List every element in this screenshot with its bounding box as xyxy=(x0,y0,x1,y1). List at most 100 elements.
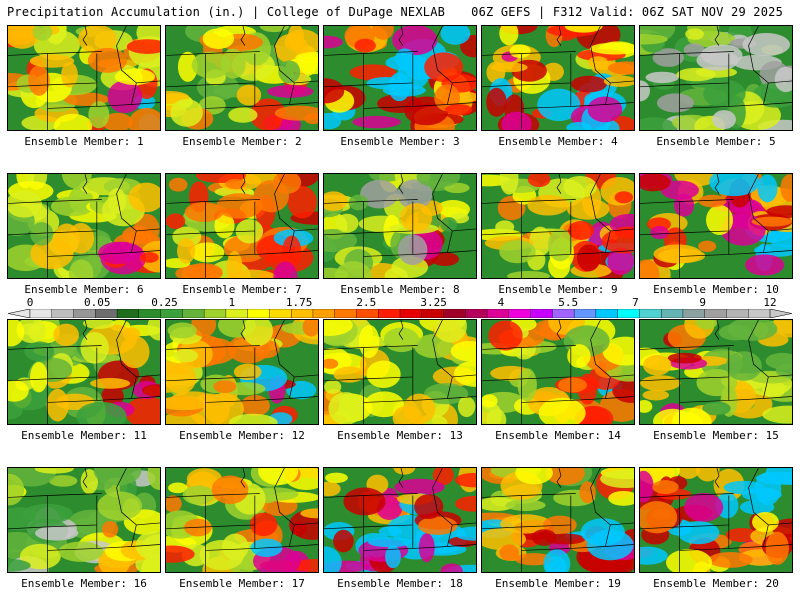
ensemble-member-label: Ensemble Member: 18 xyxy=(337,577,463,590)
precip-field xyxy=(8,26,160,130)
colorbar-swatch xyxy=(29,309,53,318)
ensemble-map-panel xyxy=(481,319,635,425)
precip-field xyxy=(482,468,634,572)
colorbar-swatch xyxy=(530,309,553,318)
precip-field xyxy=(640,26,792,130)
ensemble-member-label: Ensemble Member: 11 xyxy=(21,429,147,442)
colorbar-swatch xyxy=(290,309,314,318)
ensemble-map-panel xyxy=(165,467,319,573)
colorbar-tick-label: 12 xyxy=(763,296,777,309)
precip-field xyxy=(482,320,634,424)
precip-field xyxy=(166,468,318,572)
ensemble-member-label: Ensemble Member: 7 xyxy=(182,283,302,296)
ensemble-map-panel xyxy=(639,173,793,279)
ensemble-map-panel xyxy=(323,467,477,573)
colorbar-tick-label: 0.25 xyxy=(151,296,178,309)
colorbar-swatch xyxy=(116,309,140,318)
precip-field xyxy=(8,320,160,424)
ensemble-member-label: Ensemble Member: 8 xyxy=(340,283,460,296)
ensemble-map-panel xyxy=(323,319,477,425)
precip-field xyxy=(640,320,792,424)
colorbar-swatch xyxy=(399,309,423,318)
ensemble-member-label: Ensemble Member: 3 xyxy=(340,135,460,148)
ensemble-member-label: Ensemble Member: 16 xyxy=(21,577,147,590)
ensemble-map-panel xyxy=(639,319,793,425)
colorbar-max-arrow xyxy=(769,309,792,318)
colorbar-swatch xyxy=(247,309,270,318)
ensemble-map-panel xyxy=(481,467,635,573)
ensemble-member-label: Ensemble Member: 6 xyxy=(24,283,144,296)
colorbar-swatch xyxy=(378,309,401,318)
colorbar-swatch xyxy=(573,309,597,318)
precip-field xyxy=(482,26,634,130)
precip-field xyxy=(8,174,160,278)
ensemble-member-label: Ensemble Member: 5 xyxy=(656,135,776,148)
ensemble-member-label: Ensemble Member: 1 xyxy=(24,135,144,148)
precip-field xyxy=(324,468,476,572)
ensemble-map-panel xyxy=(7,173,161,279)
ensemble-map-panel xyxy=(323,25,477,131)
colorbar-swatch xyxy=(552,309,575,318)
precip-field xyxy=(166,26,318,130)
precip-field xyxy=(166,174,318,278)
ensemble-member-label: Ensemble Member: 2 xyxy=(182,135,302,148)
colorbar-labels: 0 0.05 0.25 1 1.75 2.5 3.25 4 5.5 7 9 12 xyxy=(0,296,800,309)
colorbar-swatch xyxy=(182,309,205,318)
ensemble-map-panel xyxy=(7,319,161,425)
colorbar-swatch xyxy=(95,309,118,318)
ensemble-member-label: Ensemble Member: 12 xyxy=(179,429,305,442)
colorbar-tick-label: 5.5 xyxy=(558,296,579,309)
map-title: Precipitation Accumulation (in.) | Colle… xyxy=(7,5,446,19)
colorbar-tick-label: 1.75 xyxy=(285,296,313,309)
colorbar-swatch xyxy=(138,309,162,318)
ensemble-map-panel xyxy=(165,319,319,425)
colorbar-tick-label: 9 xyxy=(699,296,707,309)
ensemble-member-label: Ensemble Member: 14 xyxy=(495,429,621,442)
colorbar-swatch xyxy=(595,309,619,318)
colorbar-swatch xyxy=(269,309,292,318)
precip-field xyxy=(324,320,476,424)
ensemble-map-panel xyxy=(639,25,793,131)
colorbar-swatch xyxy=(617,309,640,318)
colorbar-tick-label: 7 xyxy=(632,296,639,309)
colorbar-swatch xyxy=(443,309,466,318)
precip-field xyxy=(640,468,792,572)
colorbar-swatch xyxy=(225,309,249,318)
precip-field xyxy=(482,174,634,278)
ensemble-map-panel xyxy=(7,467,161,573)
ensemble-map-panel xyxy=(639,467,793,573)
colorbar-tick-label: 0.05 xyxy=(84,296,111,309)
colorbar-tick-label: 3.25 xyxy=(420,296,447,309)
precip-field xyxy=(324,174,476,278)
ensemble-map-panel xyxy=(165,173,319,279)
colorbar-swatch xyxy=(726,309,749,318)
colorbar-swatch xyxy=(421,309,445,318)
colorbar-tick-label: 0 xyxy=(26,296,34,309)
colorbar-tick-label: 2.5 xyxy=(356,296,377,309)
colorbar-swatch xyxy=(704,309,727,318)
colorbar-swatch xyxy=(312,309,336,318)
colorbar-swatch xyxy=(682,309,706,318)
colorbar-swatch xyxy=(660,309,684,318)
ensemble-member-label: Ensemble Member: 4 xyxy=(498,135,618,148)
colorbar-swatch xyxy=(160,309,183,318)
ensemble-member-label: Ensemble Member: 10 xyxy=(653,283,779,296)
colorbar-swatch xyxy=(334,309,357,318)
colorbar-min-arrow xyxy=(8,309,31,318)
colorbar-swatch xyxy=(465,309,488,318)
precip-field xyxy=(640,174,792,278)
colorbar-swatch xyxy=(51,309,75,318)
precip-field xyxy=(324,26,476,130)
valid-time: 06Z GEFS | F312 Valid: 06Z SAT NOV 29 20… xyxy=(471,5,783,19)
ensemble-map-panel xyxy=(323,173,477,279)
ensemble-member-label: Ensemble Member: 13 xyxy=(337,429,463,442)
colorbar-swatch xyxy=(73,309,96,318)
ensemble-member-label: Ensemble Member: 17 xyxy=(179,577,305,590)
ensemble-member-label: Ensemble Member: 15 xyxy=(653,429,779,442)
ensemble-map-panel xyxy=(481,173,635,279)
precip-field xyxy=(8,468,160,572)
colorbar-swatch xyxy=(486,309,510,318)
colorbar-swatch xyxy=(639,309,662,318)
colorbar-swatch xyxy=(748,309,771,318)
ensemble-member-label: Ensemble Member: 20 xyxy=(653,577,779,590)
